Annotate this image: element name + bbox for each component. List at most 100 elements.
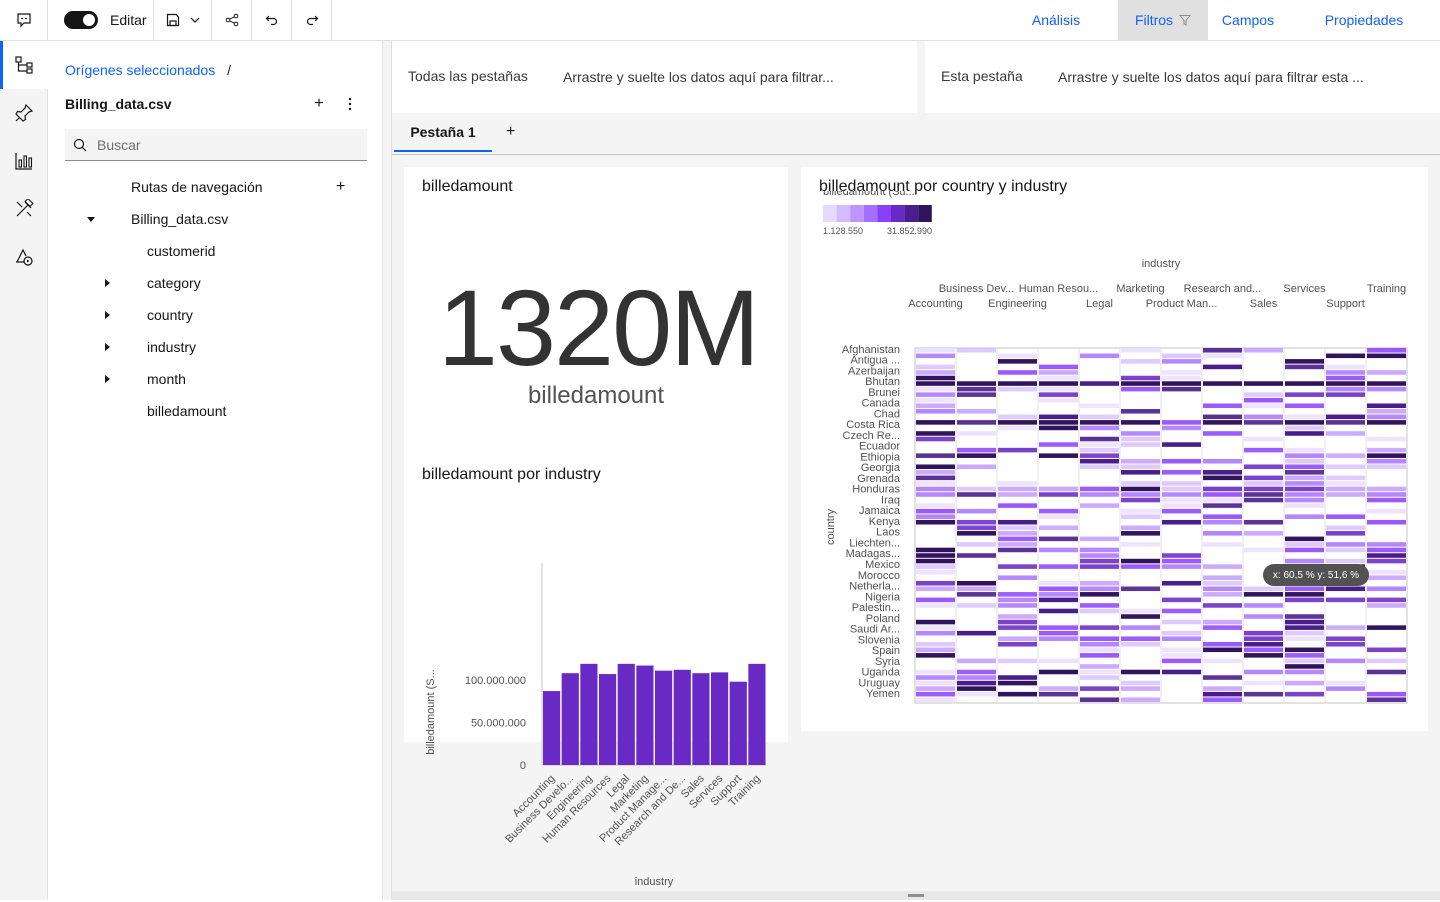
heatmap-cell[interactable] <box>1285 392 1324 397</box>
heatmap-cell[interactable] <box>957 486 996 492</box>
heatmap-cell[interactable] <box>1162 492 1201 497</box>
heatmap-cell[interactable] <box>1162 597 1201 603</box>
heatmap-cell[interactable] <box>1326 625 1365 630</box>
tab-fields[interactable]: Campos <box>1208 0 1288 40</box>
heatmap-cell[interactable] <box>1080 686 1119 691</box>
heatmap-cell[interactable] <box>1162 359 1201 364</box>
share-button[interactable] <box>212 0 252 40</box>
heatmap-cell[interactable] <box>1039 536 1078 542</box>
heatmap-cell[interactable] <box>1285 464 1324 470</box>
heatmap-cell[interactable] <box>1367 447 1406 453</box>
heatmap-cell[interactable] <box>1244 420 1283 425</box>
heatmap-cell[interactable] <box>1039 669 1078 675</box>
save-button[interactable] <box>154 0 212 40</box>
heatmap-cell[interactable] <box>998 414 1037 420</box>
heatmap-cell[interactable] <box>1039 492 1078 497</box>
heatmap-cell[interactable] <box>1244 547 1283 553</box>
heatmap-cell[interactable] <box>916 481 955 486</box>
heatmap-cell[interactable] <box>1121 436 1160 442</box>
heatmap-cell[interactable] <box>1080 447 1119 453</box>
heatmap-cell[interactable] <box>957 409 996 414</box>
heatmap-cell[interactable] <box>1244 403 1283 409</box>
heatmap-cell[interactable] <box>1080 558 1119 564</box>
heatmap-cell[interactable] <box>1121 431 1160 436</box>
heatmap-cell[interactable] <box>1244 691 1283 697</box>
heatmap-cell[interactable] <box>1203 586 1242 592</box>
heatmap-cell[interactable] <box>1162 669 1201 675</box>
heatmap-cell[interactable] <box>1285 447 1324 453</box>
heatmap-cell[interactable] <box>1121 586 1160 592</box>
heatmap-cell[interactable] <box>1203 675 1242 680</box>
edit-toggle[interactable]: Editar <box>48 0 154 40</box>
heatmap-cell[interactable] <box>1244 669 1283 675</box>
heatmap-cell[interactable] <box>998 603 1037 608</box>
heatmap-cell[interactable] <box>1039 486 1078 492</box>
heatmap-cell[interactable] <box>1080 464 1119 470</box>
tab-analysis[interactable]: Análisis <box>994 0 1118 40</box>
tree-row-field[interactable]: customerid <box>48 235 382 267</box>
heatmap-cell[interactable] <box>1080 442 1119 447</box>
heatmap-cell[interactable] <box>1121 420 1160 425</box>
heatmap-cell[interactable] <box>1080 669 1119 675</box>
heatmap-cell[interactable] <box>1367 547 1406 553</box>
heatmap-cell[interactable] <box>1367 436 1406 442</box>
heatmap-cell[interactable] <box>916 375 955 381</box>
heatmap-cell[interactable] <box>1121 669 1160 675</box>
heatmap-cell[interactable] <box>998 536 1037 542</box>
heatmap-cell[interactable] <box>1244 348 1283 353</box>
heatmap-cell[interactable] <box>916 680 955 686</box>
breadcrumb-link[interactable]: Orígenes seleccionados <box>65 62 216 78</box>
heatmap-cell[interactable] <box>998 619 1037 625</box>
heatmap-cell[interactable] <box>1162 608 1201 614</box>
bar-mark[interactable] <box>692 673 710 765</box>
heatmap-cell[interactable] <box>1285 625 1324 630</box>
heatmap-cell[interactable] <box>1326 475 1365 481</box>
heatmap-cell[interactable] <box>1244 381 1283 386</box>
heatmap-cell[interactable] <box>916 353 955 359</box>
heatmap-cell[interactable] <box>1326 381 1365 386</box>
heatmap-cell[interactable] <box>998 425 1037 431</box>
heatmap-cell[interactable] <box>1039 392 1078 397</box>
heatmap-cell[interactable] <box>1203 475 1242 481</box>
heatmap-cell[interactable] <box>1285 680 1324 686</box>
heatmap-cell[interactable] <box>1367 558 1406 564</box>
heatmap-cell[interactable] <box>1080 586 1119 592</box>
rail-pins[interactable] <box>0 89 48 137</box>
heatmap-cell[interactable] <box>916 580 955 586</box>
heatmap-cell[interactable] <box>1285 558 1324 564</box>
filter-this-dropzone[interactable]: Arrastre y suelte los datos aquí para fi… <box>1058 69 1364 85</box>
heatmap-cell[interactable] <box>1326 364 1365 370</box>
heatmap-cell[interactable] <box>998 691 1037 697</box>
heatmap-cell[interactable] <box>916 348 955 353</box>
heatmap-cell[interactable] <box>1203 647 1242 653</box>
heatmap-cell[interactable] <box>1080 414 1119 420</box>
heatmap-cell[interactable] <box>1367 370 1406 375</box>
heatmap-cell[interactable] <box>1244 519 1283 525</box>
heatmap-cell[interactable] <box>1039 386 1078 392</box>
heatmap-cell[interactable] <box>1162 353 1201 359</box>
heatmap-cell[interactable] <box>998 592 1037 597</box>
heatmap-cell[interactable] <box>1039 453 1078 458</box>
heatmap-cell[interactable] <box>916 364 955 370</box>
heatmap-cell[interactable] <box>1285 597 1324 603</box>
heatmap-cell[interactable] <box>1121 486 1160 492</box>
heatmap-cell[interactable] <box>1285 647 1324 653</box>
heatmap-cell[interactable] <box>1285 586 1324 592</box>
heatmap-cell[interactable] <box>1080 425 1119 431</box>
heatmap-cell[interactable] <box>1039 625 1078 630</box>
redo-button[interactable] <box>292 0 332 40</box>
heatmap-cell[interactable] <box>916 686 955 691</box>
heatmap-cell[interactable] <box>957 669 996 675</box>
heatmap-cell[interactable] <box>1080 403 1119 409</box>
heatmap-cell[interactable] <box>998 359 1037 364</box>
heatmap-cell[interactable] <box>998 547 1037 553</box>
heatmap-cell[interactable] <box>1203 497 1242 503</box>
heatmap-cell[interactable] <box>1039 564 1078 569</box>
heatmap-cell[interactable] <box>916 453 955 458</box>
heatmap-cell[interactable] <box>1285 664 1324 669</box>
heatmap-cell[interactable] <box>1367 691 1406 697</box>
tree-row-field[interactable]: billedamount <box>48 395 382 427</box>
heatmap-cell[interactable] <box>1039 686 1078 691</box>
heatmap-cell[interactable] <box>1121 525 1160 531</box>
heatmap-cell[interactable] <box>916 508 955 514</box>
